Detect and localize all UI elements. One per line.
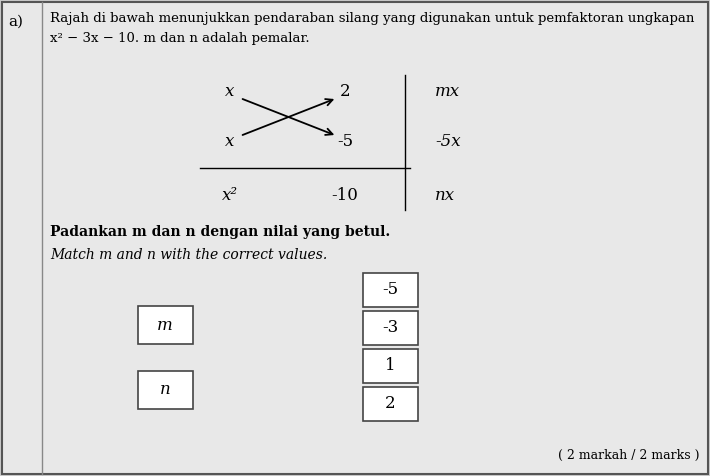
Bar xyxy=(363,311,417,345)
Text: 1: 1 xyxy=(385,357,395,375)
Bar xyxy=(363,349,417,383)
Text: n: n xyxy=(160,381,170,398)
Text: x: x xyxy=(225,133,235,150)
Text: 2: 2 xyxy=(385,396,395,413)
Bar xyxy=(363,387,417,421)
Text: x²: x² xyxy=(222,187,238,204)
Text: -3: -3 xyxy=(382,319,398,337)
Text: 2: 2 xyxy=(339,83,350,100)
Text: x² − 3x − 10. m dan n adalah pemalar.: x² − 3x − 10. m dan n adalah pemalar. xyxy=(50,32,310,45)
Text: nx: nx xyxy=(435,187,455,204)
Text: a): a) xyxy=(8,15,23,29)
Text: -10: -10 xyxy=(332,187,359,204)
Bar xyxy=(138,306,192,344)
Bar xyxy=(138,371,192,409)
Text: ( 2 markah / 2 marks ): ( 2 markah / 2 marks ) xyxy=(559,449,700,462)
Text: -5x: -5x xyxy=(435,133,461,150)
Text: Match m and n with the correct values.: Match m and n with the correct values. xyxy=(50,248,327,262)
Text: mx: mx xyxy=(435,83,460,100)
Text: Rajah di bawah menunjukkan pendaraban silang yang digunakan untuk pemfaktoran un: Rajah di bawah menunjukkan pendaraban si… xyxy=(50,12,694,25)
Text: -5: -5 xyxy=(382,281,398,298)
Text: m: m xyxy=(157,317,173,334)
Text: Padankan m dan n dengan nilai yang betul.: Padankan m dan n dengan nilai yang betul… xyxy=(50,225,390,239)
Text: -5: -5 xyxy=(337,133,353,150)
Bar xyxy=(363,273,417,307)
Text: x: x xyxy=(225,83,235,100)
